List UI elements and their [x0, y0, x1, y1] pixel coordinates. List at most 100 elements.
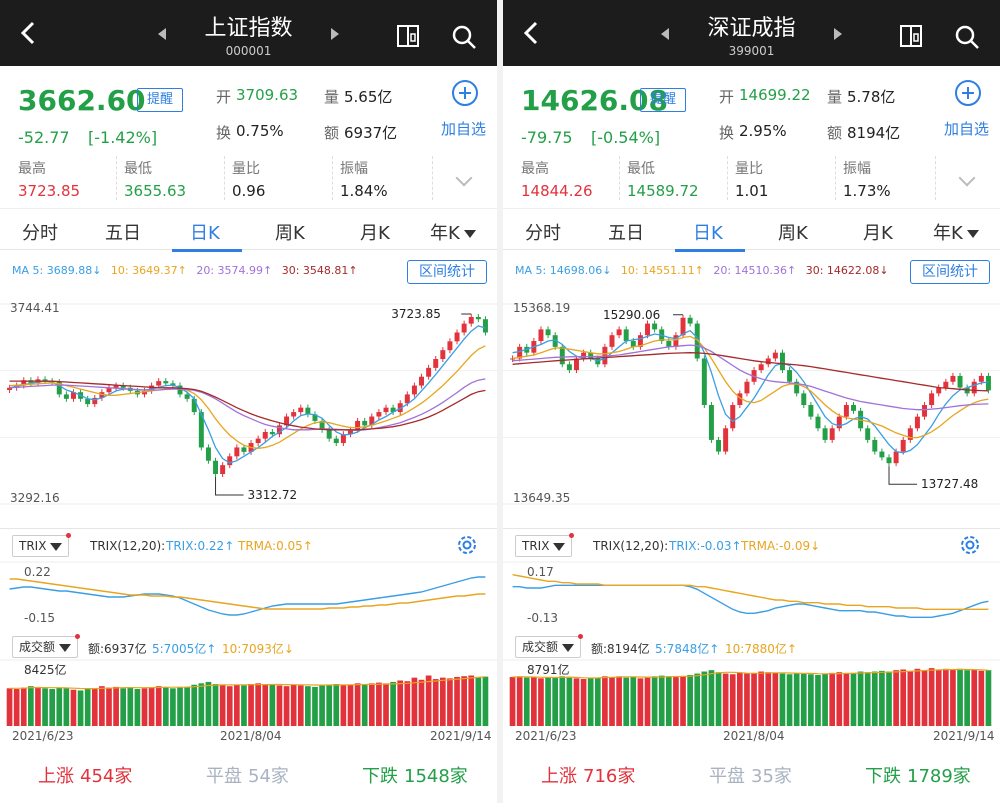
candle-body — [971, 381, 977, 394]
y-axis-bottom: 3292.16 — [10, 491, 60, 505]
index-code: 399001 — [728, 44, 775, 58]
indicator-select-volume[interactable]: 成交额 — [12, 634, 81, 658]
add-watchlist-icon[interactable] — [955, 80, 981, 106]
tab-3[interactable]: 周K — [778, 223, 808, 244]
search-icon[interactable] — [451, 24, 477, 50]
search-icon[interactable] — [954, 24, 980, 50]
volume-bar — [177, 687, 183, 726]
settings-gear-icon[interactable] — [958, 533, 982, 557]
candle-body — [566, 364, 572, 371]
indicator-select-volume[interactable]: 成交额 — [515, 634, 584, 658]
tab-2[interactable]: 日K — [190, 223, 220, 244]
indicator-select-label: TRIX — [522, 539, 550, 553]
layout-switch-icon[interactable] — [396, 24, 420, 48]
open-label: 开 — [719, 88, 735, 106]
candle-body — [737, 393, 743, 406]
volume-bar — [822, 673, 828, 726]
back-arrow-icon[interactable] — [14, 18, 44, 48]
range-stats-button[interactable]: 区间统计 — [910, 260, 990, 284]
volume-bar — [758, 671, 764, 726]
candle-body — [85, 398, 91, 405]
volume-bar — [729, 674, 736, 726]
ma20-line — [9, 378, 486, 431]
candle-body — [701, 358, 707, 406]
volume-bar — [843, 673, 850, 726]
candlestick-chart[interactable]: 3744.41 3292.16 3723.85 3312.72 — [0, 292, 497, 524]
candle-body — [454, 332, 460, 342]
tab-0[interactable]: 分时 — [22, 223, 58, 244]
candle-body — [333, 438, 339, 444]
top-bar: 深证成指 399001 — [503, 0, 1000, 66]
next-index-icon[interactable] — [331, 28, 339, 40]
stat-separator — [727, 156, 728, 200]
candle-body — [886, 457, 892, 464]
low-marker-line — [215, 476, 244, 496]
ma5-line — [9, 325, 486, 464]
volume-bar — [957, 668, 963, 726]
volume-bar — [49, 689, 56, 726]
volume-bar — [744, 673, 750, 726]
volume-bar — [573, 678, 580, 726]
volume-bar — [616, 676, 622, 726]
range-stats-button[interactable]: 区间统计 — [407, 260, 487, 284]
candle-body — [687, 317, 693, 324]
tab-1[interactable]: 五日 — [105, 223, 141, 244]
tab-3[interactable]: 周K — [275, 223, 305, 244]
candle-body — [56, 382, 62, 395]
indicator-select-trix[interactable]: TRIX — [515, 533, 575, 557]
candle-body — [355, 420, 361, 430]
candle-body — [545, 329, 551, 336]
tab-4[interactable]: 月K — [863, 223, 893, 244]
candle-body — [637, 335, 643, 347]
volume-bar — [786, 674, 793, 726]
volume-bar — [347, 684, 354, 726]
volume-bar — [552, 676, 559, 726]
next-index-icon[interactable] — [834, 28, 842, 40]
prev-index-icon[interactable] — [661, 28, 669, 40]
volume-chart[interactable]: 8425亿 — [0, 658, 497, 728]
tab-1[interactable]: 五日 — [608, 223, 644, 244]
volume-chart[interactable]: 8791亿 — [503, 658, 1000, 728]
add-watchlist-button[interactable]: 加自选 — [944, 120, 990, 138]
tab-0[interactable]: 分时 — [525, 223, 561, 244]
indicator-select-trix[interactable]: TRIX — [12, 533, 72, 557]
candle-body — [723, 428, 729, 452]
chevron-down-icon[interactable] — [958, 169, 976, 187]
tab-5[interactable]: 年K — [430, 219, 476, 245]
layout-switch-icon[interactable] — [899, 24, 923, 48]
trix-chart[interactable]: 0.17 -0.13 — [503, 560, 1000, 628]
breadth-flat-label: 平盘 — [206, 766, 242, 787]
stat-separator — [224, 156, 225, 200]
volume-bar — [871, 671, 878, 726]
volume-bar — [155, 686, 162, 726]
remind-button[interactable]: 提醒 — [640, 88, 686, 112]
add-watchlist-icon[interactable] — [452, 80, 478, 106]
date-end: 2021/9/14 — [933, 729, 995, 743]
candle-body — [538, 329, 544, 342]
volume-bar — [673, 676, 679, 726]
volume-ma-line — [9, 676, 486, 690]
period-tabs: 分时 五日 日K 周K 月K 年K — [0, 208, 497, 252]
y-axis-top: 3744.41 — [10, 301, 60, 315]
candlestick-chart[interactable]: 15368.19 13649.35 15290.06 13727.48 — [503, 292, 1000, 524]
tab-5[interactable]: 年K — [933, 219, 979, 245]
candle-body — [262, 431, 268, 439]
add-watchlist-button[interactable]: 加自选 — [441, 120, 487, 138]
tab-4[interactable]: 月K — [360, 223, 390, 244]
tab-2[interactable]: 日K — [693, 223, 723, 244]
trix-chart[interactable]: 0.22 -0.15 — [0, 560, 497, 628]
candle-body — [42, 379, 48, 382]
candle-body — [383, 407, 389, 413]
candle-body — [730, 405, 736, 429]
settings-gear-icon[interactable] — [455, 533, 479, 557]
volume-bar — [658, 675, 665, 726]
stat-value: 1.84% — [340, 182, 388, 200]
volume-bar — [722, 673, 729, 726]
prev-index-icon[interactable] — [158, 28, 166, 40]
back-arrow-icon[interactable] — [517, 18, 547, 48]
remind-button[interactable]: 提醒 — [137, 88, 183, 112]
candle-body — [319, 420, 325, 430]
volume-bar — [637, 678, 644, 726]
chevron-down-icon[interactable] — [455, 169, 473, 187]
volume-bar — [482, 676, 489, 726]
